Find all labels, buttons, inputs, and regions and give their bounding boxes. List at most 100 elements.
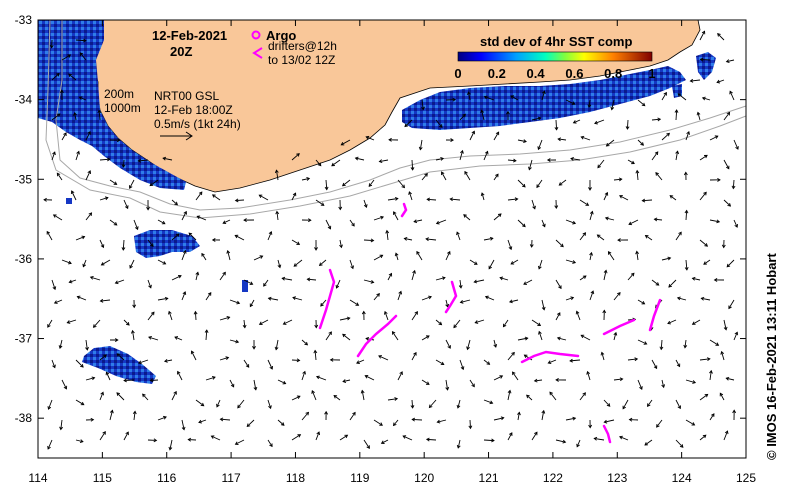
current-vector <box>132 410 137 421</box>
current-vector <box>469 130 476 141</box>
current-vector <box>301 339 309 346</box>
current-vector <box>149 179 159 187</box>
current-vector <box>363 238 375 243</box>
current-vector <box>411 269 416 281</box>
current-vector <box>619 435 629 441</box>
current-vector <box>445 97 457 102</box>
current-vector <box>659 339 664 351</box>
current-vector <box>675 359 681 368</box>
colorbar-tick-label: 0.8 <box>604 66 622 81</box>
current-vector <box>637 299 646 305</box>
current-vector <box>435 319 443 326</box>
current-vector <box>61 259 72 265</box>
current-vector <box>171 233 180 241</box>
current-vector <box>684 259 689 271</box>
current-vector <box>421 99 425 111</box>
current-vector <box>373 215 385 221</box>
current-vector <box>653 217 663 222</box>
current-vector <box>473 279 485 284</box>
current-vector <box>508 299 519 304</box>
y-tick-label: -37 <box>15 332 33 346</box>
current-vector <box>474 319 485 324</box>
drifter-track-5 <box>520 350 580 364</box>
scale-label: 0.5m/s (1kt 24h) <box>154 117 241 131</box>
current-vector <box>222 219 231 224</box>
current-vector <box>253 379 258 391</box>
current-vector <box>699 57 711 62</box>
current-vector <box>637 339 648 345</box>
current-vector <box>147 311 155 321</box>
current-vector <box>291 395 301 401</box>
current-vector <box>187 437 197 442</box>
current-vector <box>576 439 581 448</box>
current-vector <box>205 292 212 301</box>
current-vector <box>733 331 739 341</box>
x-tick-label: 117 <box>222 471 241 485</box>
current-vector <box>373 254 384 261</box>
current-vector <box>579 232 587 241</box>
current-vector <box>493 131 500 141</box>
current-vector <box>408 191 413 201</box>
current-vector <box>53 299 63 304</box>
current-vector <box>732 409 737 421</box>
current-vector <box>411 351 417 361</box>
current-vector <box>397 179 406 189</box>
current-vector <box>190 350 197 361</box>
current-vector <box>293 259 303 267</box>
current-vector <box>234 198 245 203</box>
isobath-200-label: 200m <box>104 87 134 101</box>
current-vector <box>109 409 114 421</box>
current-vector <box>435 119 443 128</box>
map-border <box>37 19 747 459</box>
current-vector <box>547 359 557 364</box>
current-vector <box>342 379 351 383</box>
current-vector <box>349 411 356 421</box>
current-vector <box>99 239 105 249</box>
current-vector <box>174 336 183 341</box>
current-vector <box>445 299 450 308</box>
current-vector <box>315 199 325 206</box>
current-vector <box>675 231 682 241</box>
current-vector <box>61 132 67 141</box>
current-vector <box>368 179 375 187</box>
current-vector <box>339 434 349 441</box>
current-vector <box>99 391 104 401</box>
current-vector <box>340 139 351 146</box>
current-vector <box>243 279 254 285</box>
current-vector <box>593 436 605 441</box>
current-vector <box>76 295 87 301</box>
colorbar <box>457 51 653 62</box>
current-vector <box>363 199 368 209</box>
current-vector <box>549 391 557 401</box>
current-vector <box>493 375 504 381</box>
current-vector <box>315 375 327 381</box>
current-vector <box>507 389 512 401</box>
current-vector <box>453 319 461 329</box>
current-vector <box>403 236 413 241</box>
current-vector <box>148 335 159 341</box>
current-vector <box>123 378 135 383</box>
current-vector <box>483 399 494 405</box>
current-vector <box>701 96 711 101</box>
current-vector <box>696 111 701 121</box>
current-vector <box>709 413 715 421</box>
y-tick-label: -35 <box>15 172 33 186</box>
current-vector <box>168 439 173 451</box>
current-vector <box>588 179 592 191</box>
current-vector <box>459 299 471 304</box>
current-vector <box>628 417 639 422</box>
current-vector <box>410 399 415 409</box>
current-vector <box>716 79 725 84</box>
current-vector <box>713 278 725 282</box>
current-vector <box>267 439 273 448</box>
current-vector <box>51 113 61 121</box>
current-vector <box>507 432 513 441</box>
current-vector <box>181 419 186 431</box>
current-vector <box>130 329 135 341</box>
current-vector <box>123 319 130 326</box>
current-vector <box>603 399 611 407</box>
x-tick-label: 114 <box>28 471 47 485</box>
current-vector <box>378 355 389 361</box>
current-vector <box>699 357 711 362</box>
current-vector <box>565 99 576 105</box>
